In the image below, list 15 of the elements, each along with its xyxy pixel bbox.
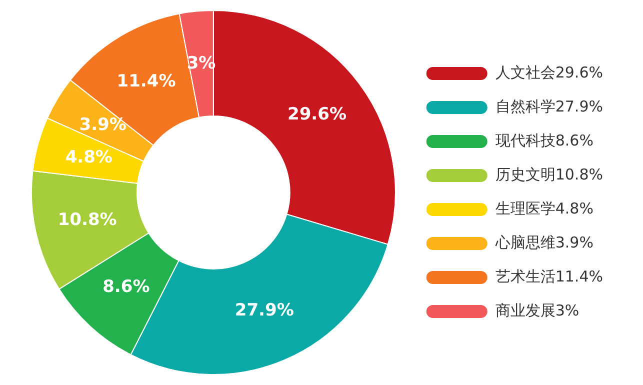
data-label: 11.4% <box>116 72 176 92</box>
legend-label: 艺术生活11.4% <box>495 267 604 286</box>
legend-label: 历史文明10.8% <box>495 165 604 184</box>
legend-label: 现代科技8.6% <box>495 131 594 150</box>
data-label: 3.9% <box>79 115 126 136</box>
legend-label: 自然科学27.9% <box>495 97 604 116</box>
data-label: 8.6% <box>102 277 150 298</box>
data-label: 27.9% <box>234 300 294 321</box>
legend-label: 商业发展3% <box>495 301 580 320</box>
legend-label: 生理医学4.8% <box>495 199 594 218</box>
legend-label: 人文社会29.6% <box>495 63 604 82</box>
data-label: 4.8% <box>65 147 112 168</box>
data-label: 29.6% <box>288 104 346 125</box>
legend-label: 心脑思维3.9% <box>494 233 594 252</box>
data-label: 10.8% <box>58 210 117 230</box>
